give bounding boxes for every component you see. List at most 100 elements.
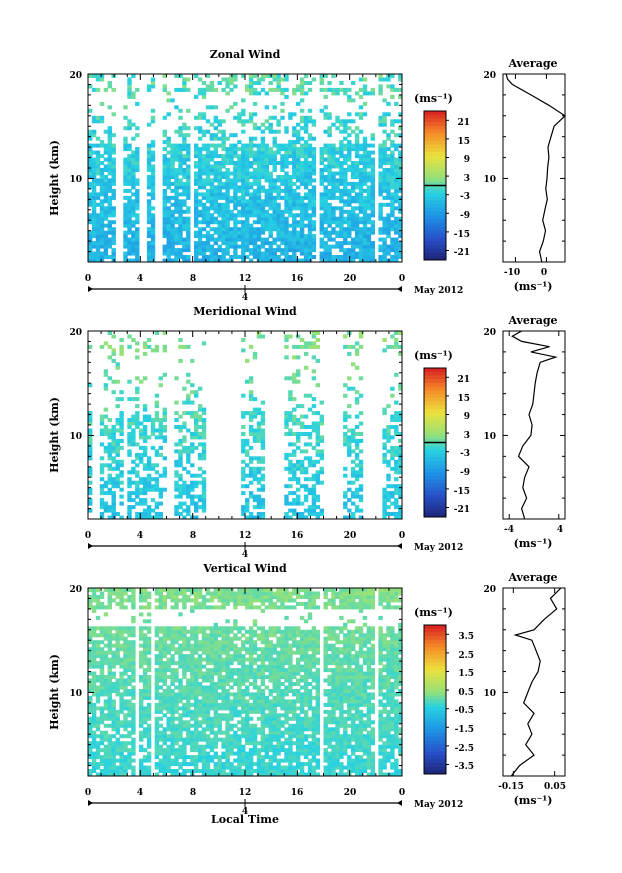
heatmap-cell bbox=[115, 737, 120, 742]
heatmap-cell bbox=[103, 157, 109, 162]
heatmap-cell bbox=[99, 755, 105, 760]
heatmap-cell bbox=[146, 466, 152, 471]
heatmap-cell bbox=[225, 251, 230, 256]
heatmap-cell bbox=[307, 425, 313, 429]
x-tick-label: -10 bbox=[504, 268, 520, 278]
heatmap-cell bbox=[103, 386, 109, 391]
heatmap-cell bbox=[146, 258, 152, 263]
heatmap-cell bbox=[288, 112, 293, 117]
heatmap-cell bbox=[201, 685, 207, 690]
heatmap-cell bbox=[362, 258, 368, 263]
heatmap-cell bbox=[123, 244, 128, 249]
heatmap-cell bbox=[127, 87, 132, 92]
heatmap-cell bbox=[398, 491, 403, 496]
heatmap-cell bbox=[201, 477, 207, 482]
heatmap-cell bbox=[351, 362, 356, 367]
heatmap-cell bbox=[331, 147, 336, 152]
heatmap-cell bbox=[154, 331, 160, 335]
heatmap-cell bbox=[123, 237, 128, 242]
heatmap-cell bbox=[241, 181, 246, 186]
heatmap-cell bbox=[280, 209, 285, 214]
heatmap-cell bbox=[343, 241, 348, 246]
heatmap-cell bbox=[174, 671, 179, 676]
heatmap-cell bbox=[398, 178, 403, 183]
heatmap-cell bbox=[378, 248, 383, 253]
heatmap-cell bbox=[256, 164, 262, 169]
heatmap-cell bbox=[186, 411, 191, 416]
heatmap-cell bbox=[390, 418, 395, 422]
heatmap-cell bbox=[142, 515, 148, 520]
heatmap-cell bbox=[370, 181, 375, 186]
heatmap-cell bbox=[201, 647, 207, 652]
heatmap-cell bbox=[107, 418, 112, 422]
heatmap-cell bbox=[190, 689, 195, 693]
heatmap-cell bbox=[311, 505, 317, 510]
heatmap-cell bbox=[354, 140, 360, 145]
heatmap-cell bbox=[111, 758, 116, 763]
heatmap-cell bbox=[284, 220, 289, 225]
colorbar-swatch bbox=[424, 196, 446, 201]
heatmap-cell bbox=[146, 515, 152, 520]
heatmap-cell bbox=[205, 220, 211, 225]
heatmap-cell bbox=[166, 762, 171, 767]
heatmap-cell bbox=[174, 505, 179, 510]
heatmap-cell bbox=[327, 216, 332, 221]
heatmap-cell bbox=[127, 397, 132, 402]
heatmap-cell bbox=[370, 185, 375, 190]
heatmap-cell bbox=[162, 466, 167, 471]
heatmap-cell bbox=[390, 425, 395, 429]
heatmap-cell bbox=[347, 195, 352, 200]
heatmap-cell bbox=[366, 175, 372, 179]
heatmap-cell bbox=[127, 515, 132, 520]
heatmap-cell bbox=[354, 508, 360, 513]
heatmap-cell bbox=[99, 633, 105, 638]
heatmap-cell bbox=[307, 178, 313, 183]
heatmap-cell bbox=[88, 442, 93, 447]
heatmap-cell bbox=[386, 404, 391, 409]
heatmap-cell bbox=[327, 150, 332, 155]
heatmap-cell bbox=[182, 126, 187, 131]
heatmap-cell bbox=[95, 192, 101, 197]
heatmap-cell bbox=[284, 515, 289, 520]
heatmap-cell bbox=[311, 501, 317, 506]
heatmap-cell bbox=[343, 126, 348, 131]
heatmap-cell bbox=[280, 251, 285, 256]
heatmap-cell bbox=[268, 150, 273, 155]
heatmap-cell bbox=[182, 175, 187, 179]
heatmap-cell bbox=[107, 376, 112, 381]
heatmap-cell bbox=[327, 213, 332, 218]
heatmap-cell bbox=[197, 87, 203, 92]
heatmap-cell bbox=[335, 161, 340, 165]
heatmap-cell bbox=[127, 244, 132, 249]
heatmap-cell bbox=[103, 769, 109, 773]
heatmap-cell bbox=[107, 702, 112, 707]
heatmap-cell bbox=[213, 248, 218, 253]
heatmap-cell bbox=[91, 692, 97, 697]
heatmap-cell bbox=[343, 432, 348, 436]
heatmap-cell bbox=[362, 147, 368, 152]
heatmap-cell bbox=[303, 164, 309, 169]
heatmap-cell bbox=[398, 484, 403, 489]
heatmap-cell bbox=[225, 81, 230, 85]
heatmap-cell bbox=[280, 175, 285, 179]
heatmap-cell bbox=[186, 449, 191, 454]
heatmap-cell bbox=[370, 199, 375, 204]
heatmap-cell bbox=[201, 157, 207, 162]
heatmap-cell bbox=[119, 769, 124, 773]
heatmap-cell bbox=[358, 192, 364, 197]
heatmap-cell bbox=[252, 477, 258, 482]
heatmap-cell bbox=[292, 223, 297, 228]
heatmap-cell bbox=[197, 730, 203, 735]
heatmap-cell bbox=[127, 168, 132, 172]
heatmap-cell bbox=[382, 244, 387, 249]
heatmap-cell bbox=[135, 456, 140, 461]
heatmap-cell bbox=[268, 188, 273, 193]
heatmap-cell bbox=[142, 650, 148, 655]
heatmap-cell bbox=[303, 175, 309, 179]
heatmap-cell bbox=[248, 213, 254, 218]
heatmap-cell bbox=[103, 195, 109, 200]
heatmap-cell bbox=[284, 244, 289, 249]
heatmap-cell bbox=[276, 248, 281, 253]
heatmap-cell bbox=[280, 216, 285, 221]
heatmap-cell bbox=[123, 234, 128, 239]
